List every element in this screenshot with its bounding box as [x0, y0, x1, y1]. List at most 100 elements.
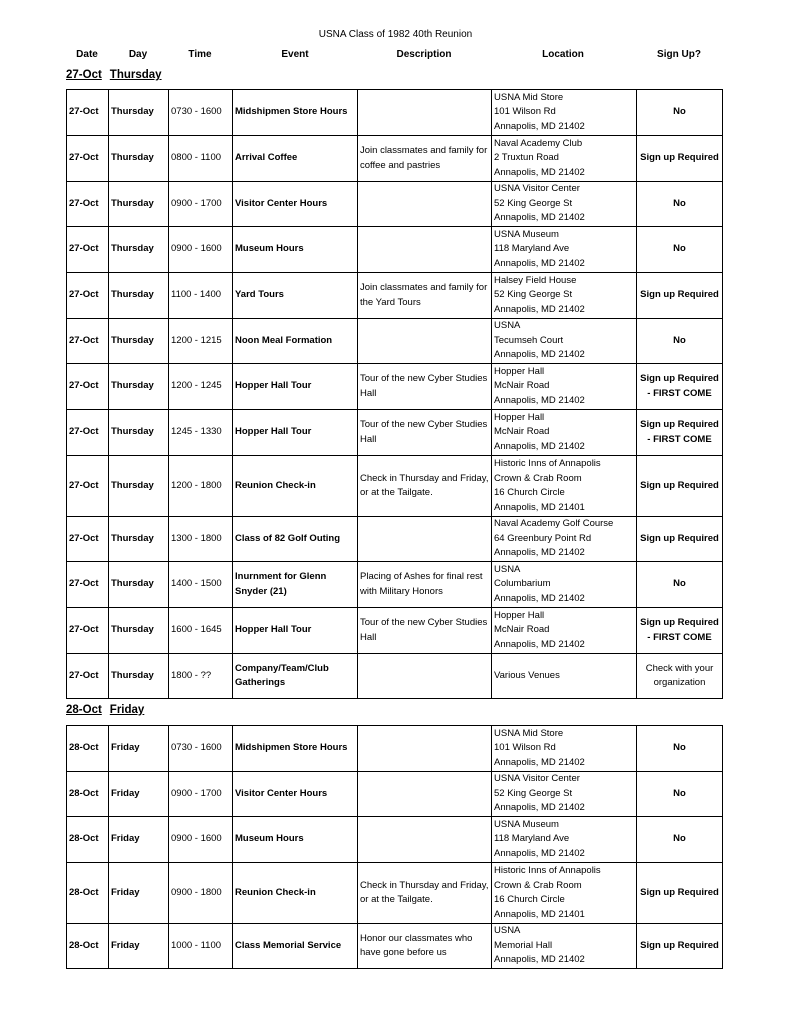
- location-line: Columbarium: [494, 578, 551, 590]
- location-line: 16 Church Circle: [494, 487, 565, 498]
- location-line: Crown & Crab Room: [494, 472, 582, 484]
- cell-date: 27-Oct: [66, 561, 109, 608]
- cell-signup: Sign up Required - FIRST COME: [636, 363, 723, 410]
- location-line: USNA Visitor Center: [494, 183, 580, 195]
- cell-signup: No: [636, 561, 723, 608]
- location-line: Annapolis, MD 21402: [494, 349, 585, 361]
- table-row: 27-Oct Thursday 0730 - 1600 Midshipmen Stor…: [66, 89, 723, 136]
- cell-description: [357, 318, 492, 364]
- column-header-signup: Sign Up?: [657, 49, 701, 60]
- cell-time: 1400 - 1500: [168, 561, 233, 608]
- cell-time: 1245 - 1330: [168, 409, 233, 456]
- cell-date: 27-Oct: [66, 272, 109, 319]
- cell-day: Thursday: [108, 607, 169, 654]
- location-line: USNA Visitor Center: [494, 773, 580, 785]
- cell-description: [357, 725, 492, 772]
- location-line: Annapolis, MD 21402: [494, 638, 585, 650]
- table-row: 28-Oct Friday 0730 - 1600 Midshipmen Store …: [66, 725, 723, 772]
- cell-date: 27-Oct: [66, 89, 109, 136]
- location-line: McNair Road: [494, 624, 550, 636]
- cell-location: USNA Tecumseh Court Annapolis, MD 21402: [491, 318, 637, 364]
- cell-day: Thursday: [108, 363, 169, 410]
- location-line: 118 Maryland Ave: [494, 243, 570, 255]
- column-header-time: Time: [188, 49, 212, 60]
- cell-day: Thursday: [108, 89, 169, 136]
- cell-date: 27-Oct: [66, 607, 109, 654]
- cell-signup: Sign up Required - FIRST COME: [636, 409, 723, 456]
- cell-event: Midshipmen Store Hours: [232, 89, 358, 136]
- cell-location: USNA Museum 118 Maryland Ave Annapolis, MD…: [491, 816, 637, 863]
- cell-date: 27-Oct: [66, 653, 109, 699]
- cell-day: Thursday: [108, 226, 169, 273]
- cell-event: Arrival Coffee: [232, 135, 358, 182]
- location-line: 101 Wilson Rd: [494, 742, 556, 754]
- location-line: Annapolis, MD 21402: [494, 954, 585, 966]
- cell-description: Join classmates and family for the Yard …: [357, 272, 492, 319]
- table-row: 27-Oct Thursday 0900 - 1600 Museum Hours USN…: [66, 226, 723, 273]
- cell-time: 0900 - 1600: [168, 226, 233, 273]
- location-line: USNA: [494, 563, 521, 575]
- table-row: 27-Oct Thursday 1400 - 1500 Inurnment for G…: [66, 561, 723, 608]
- cell-signup: Sign up Required: [636, 135, 723, 182]
- cell-location: USNA Mid Store 101 Wilson Rd Annapolis, MD…: [491, 89, 637, 136]
- cell-date: 27-Oct: [66, 135, 109, 182]
- location-line: Annapolis, MD 21401: [494, 908, 585, 920]
- cell-event: Hopper Hall Tour: [232, 363, 358, 410]
- cell-description: Check in Thursday and Friday, or at the …: [357, 455, 492, 517]
- cell-event: Noon Meal Formation: [232, 318, 358, 364]
- cell-location: USNA Visitor Center 52 King George St Anna…: [491, 771, 637, 817]
- cell-location: USNA Visitor Center 52 King George St Anna…: [491, 181, 637, 227]
- cell-date: 27-Oct: [66, 318, 109, 364]
- location-line: Historic Inns of Annapolis: [494, 865, 601, 876]
- location-line: 64 Greenbury Point Rd: [494, 532, 592, 544]
- cell-time: 0800 - 1100: [168, 135, 233, 182]
- cell-location: Hopper Hall McNair Road Annapolis, MD 2140…: [491, 409, 637, 456]
- cell-date: 27-Oct: [66, 455, 109, 517]
- cell-event: Reunion Check-in: [232, 455, 358, 517]
- location-line: 52 King George St: [494, 289, 573, 301]
- cell-date: 27-Oct: [66, 226, 109, 273]
- cell-date: 28-Oct: [66, 725, 109, 772]
- cell-signup: Sign up Required - FIRST COME: [636, 607, 723, 654]
- cell-time: 0900 - 1700: [168, 771, 233, 817]
- cell-event: Visitor Center Hours: [232, 771, 358, 817]
- section-heading: 28-Oct Friday: [66, 704, 152, 716]
- location-line: Annapolis, MD 21402: [494, 547, 585, 559]
- location-line: Hopper Hall: [494, 411, 545, 423]
- cell-time: 0900 - 1600: [168, 816, 233, 863]
- cell-description: [357, 653, 492, 699]
- location-line: USNA Museum: [494, 228, 559, 240]
- cell-description: [357, 181, 492, 227]
- cell-event: Company/Team/Club Gatherings: [232, 653, 358, 699]
- location-line: Annapolis, MD 21402: [494, 257, 585, 269]
- cell-time: 1200 - 1215: [168, 318, 233, 364]
- cell-time: 0900 - 1800: [168, 862, 233, 924]
- cell-date: 27-Oct: [66, 516, 109, 562]
- cell-event: Visitor Center Hours: [232, 181, 358, 227]
- cell-signup: No: [636, 318, 723, 364]
- cell-location: Naval Academy Golf Course 64 Greenbury Po…: [491, 516, 637, 562]
- cell-location: Various Venues: [491, 653, 637, 699]
- cell-time: 1000 - 1100: [168, 923, 233, 969]
- location-line: Historic Inns of Annapolis: [494, 458, 601, 469]
- cell-event: Hopper Hall Tour: [232, 607, 358, 654]
- cell-description: [357, 89, 492, 136]
- location-line: Memorial Hall: [494, 939, 553, 951]
- cell-event: Yard Tours: [232, 272, 358, 319]
- cell-signup: Sign up Required: [636, 923, 723, 969]
- location-line: 16 Church Circle: [494, 894, 565, 905]
- location-line: USNA Mid Store: [494, 727, 564, 739]
- cell-description: Join classmates and family for coffee an…: [357, 135, 492, 182]
- cell-event: Class Memorial Service: [232, 923, 358, 969]
- location-line: Various Venues: [494, 669, 560, 681]
- table-row: 27-Oct Thursday 1200 - 1215 Noon Meal Forma…: [66, 318, 723, 364]
- location-line: Annapolis, MD 21402: [494, 440, 585, 452]
- cell-day: Thursday: [108, 272, 169, 319]
- cell-day: Thursday: [108, 653, 169, 699]
- cell-day: Friday: [108, 923, 169, 969]
- cell-day: Thursday: [108, 135, 169, 182]
- column-header-description: Description: [396, 49, 452, 60]
- column-header-date: Date: [76, 49, 98, 60]
- cell-date: 28-Oct: [66, 923, 109, 969]
- table-row: 27-Oct Thursday 1200 - 1245 Hopper Hall Tou…: [66, 363, 723, 410]
